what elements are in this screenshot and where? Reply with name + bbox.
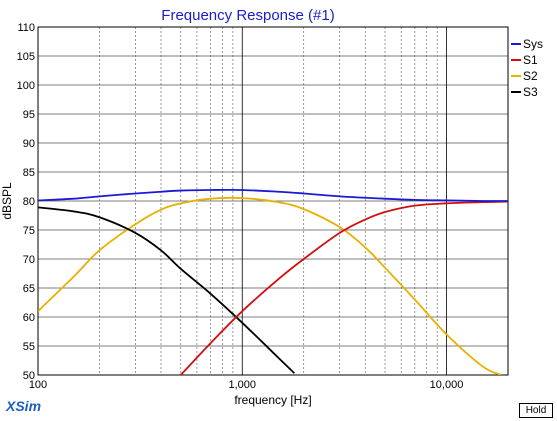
y-tick-label: 105: [17, 51, 35, 63]
y-tick-label: 110: [17, 22, 35, 34]
y-tick-label: 55: [23, 341, 35, 353]
grid: [38, 27, 508, 375]
y-tick-label: 90: [23, 138, 35, 150]
y-tick-label: 70: [23, 254, 35, 266]
legend-label-s3: S3: [523, 85, 538, 99]
y-axis-label: dBSPL: [0, 182, 14, 220]
series-line-s2: [38, 196, 502, 375]
y-tick-label: 95: [23, 109, 35, 121]
series-line-s1: [180, 200, 508, 375]
legend-label-sys: Sys: [523, 37, 543, 51]
series-line-s3: [38, 206, 296, 374]
y-tick-label: 80: [23, 196, 35, 208]
legend-label-s2: S2: [523, 69, 538, 83]
hold-button[interactable]: Hold: [519, 403, 553, 418]
y-tick-label: 65: [23, 283, 35, 295]
xsim-logo: XSim: [6, 398, 42, 414]
y-tick-label: 60: [23, 312, 35, 324]
y-tick-label: 75: [23, 225, 35, 237]
x-axis-label: frequency [Hz]: [234, 393, 311, 407]
x-tick-label: 10,000: [430, 379, 464, 391]
tick-labels: 50 55 60 65 70 75 80 85 90 95 100 105 110 100 1,000 10,…: [17, 22, 464, 391]
x-tick-label: 1,000: [228, 379, 256, 391]
y-tick-label: 85: [23, 167, 35, 179]
y-tick-label: 100: [17, 80, 35, 92]
series-line-sys: [38, 188, 508, 202]
x-tick-label: 100: [29, 379, 47, 391]
legend: Sys S1 S2 S3: [511, 37, 543, 99]
chart-title: Frequency Response (#1): [161, 7, 334, 24]
y-tick-label: 50: [23, 370, 35, 382]
series-lines: [38, 188, 508, 375]
legend-label-s1: S1: [523, 53, 538, 67]
